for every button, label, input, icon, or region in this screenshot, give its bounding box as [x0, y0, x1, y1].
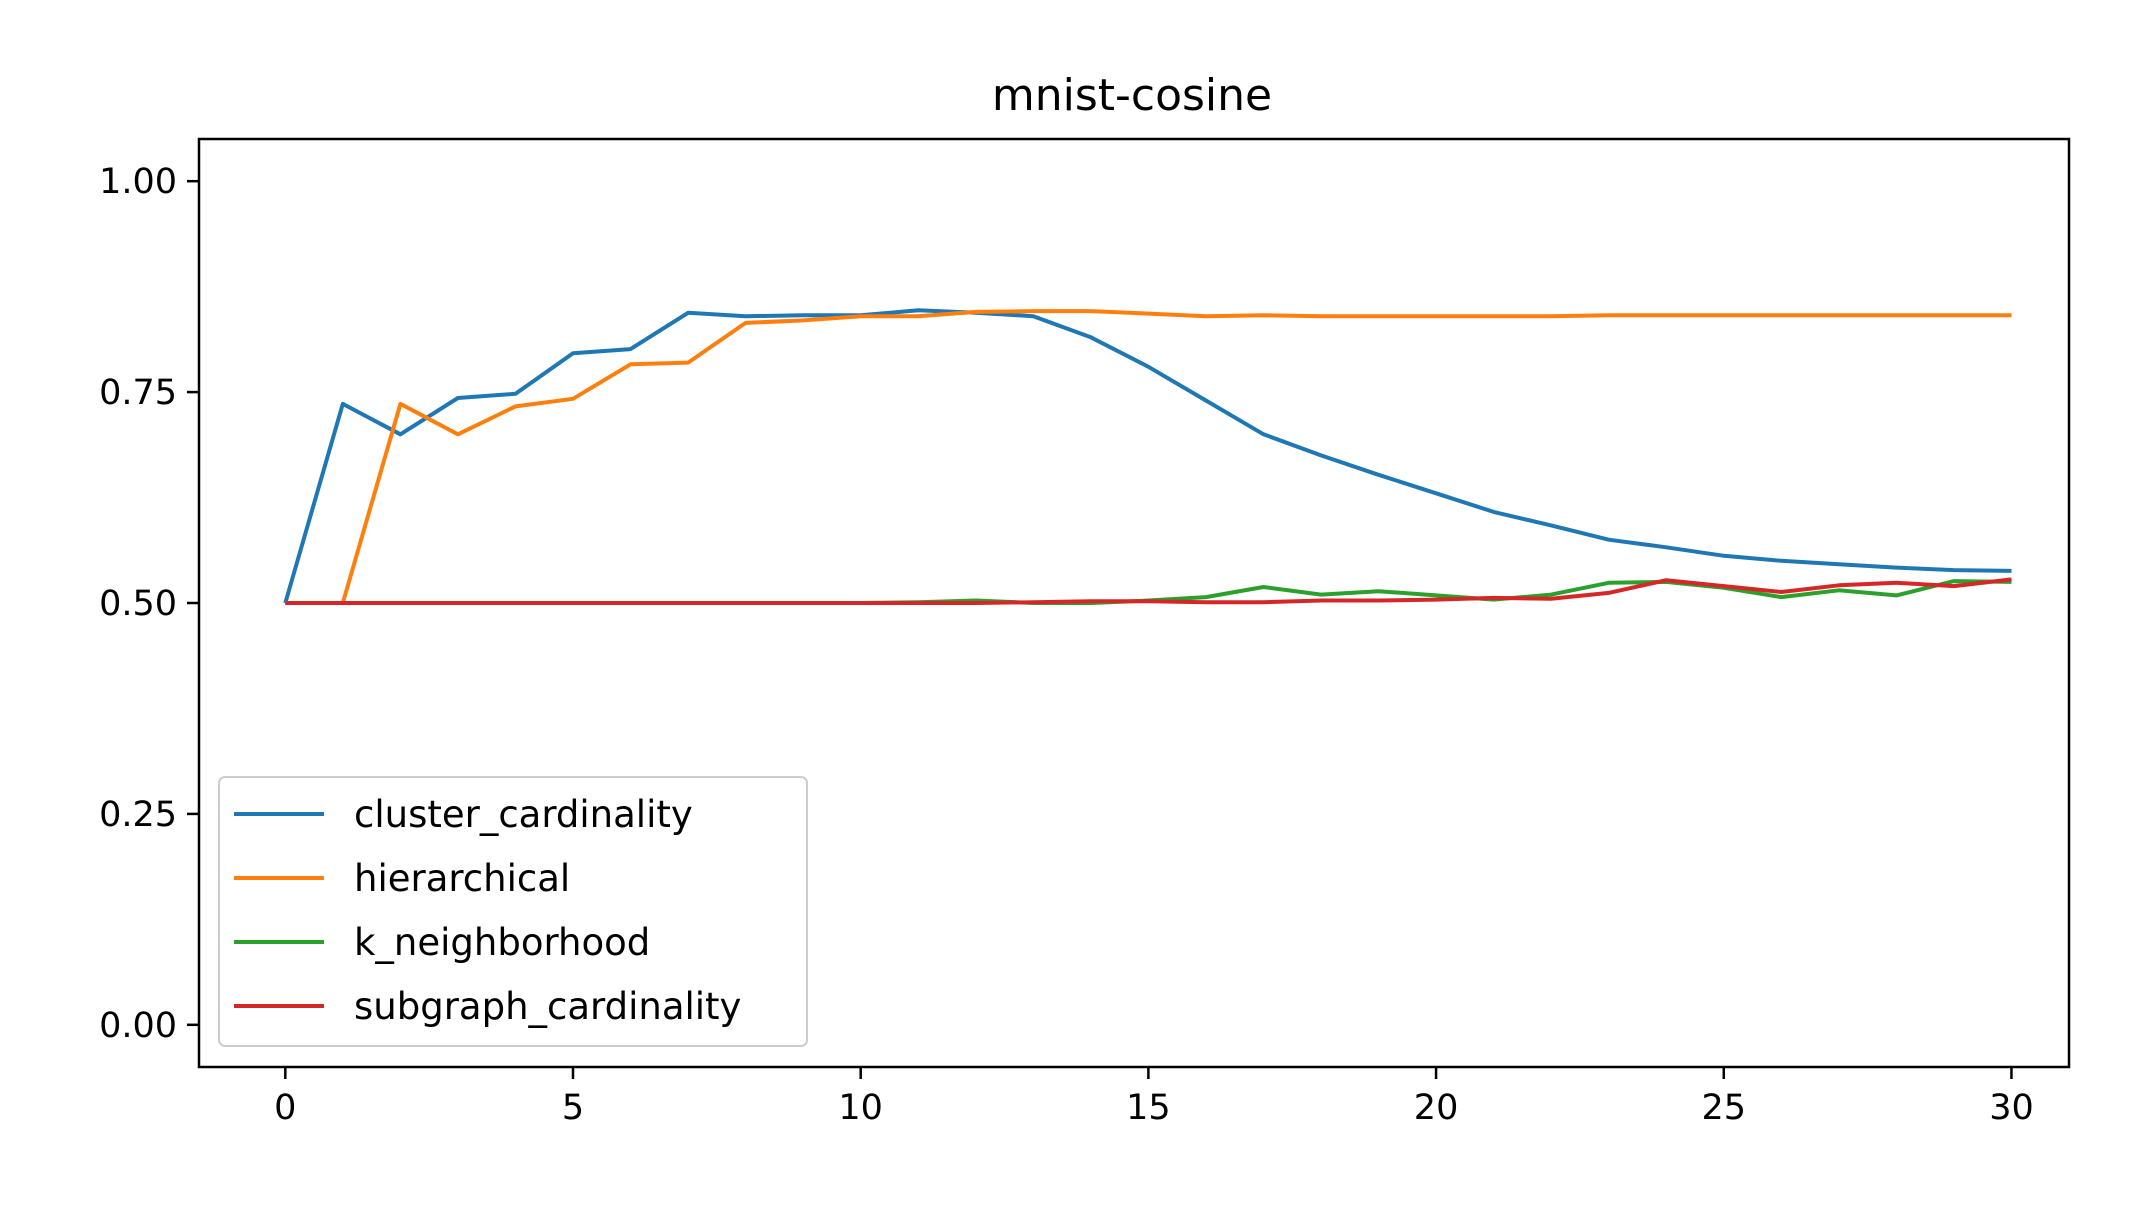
x-tick-label: 5: [562, 1088, 584, 1128]
legend-label-hierarchical: hierarchical: [354, 857, 570, 900]
x-tick-label: 15: [1126, 1088, 1171, 1128]
legend-label-k_neighborhood: k_neighborhood: [354, 921, 650, 964]
x-tick-label: 0: [274, 1088, 296, 1128]
legend: cluster_cardinality hierarchical k_neighbo…: [218, 776, 808, 1047]
y-tick-label: 0.50: [99, 584, 177, 624]
y-tick-label: 0.25: [99, 795, 177, 835]
legend-label-subgraph_cardinality: subgraph_cardinality: [354, 985, 741, 1028]
plot-area-frame: [197, 137, 2071, 1069]
legend-label-cluster_cardinality: cluster_cardinality: [354, 793, 693, 836]
legend-box: [218, 776, 808, 1047]
x-tick-label: 10: [838, 1088, 883, 1128]
x-tick-label: 20: [1414, 1088, 1459, 1128]
series-lines: [283, 308, 2012, 605]
series-line-cluster_cardinality: [283, 308, 2012, 604]
series-line-hierarchical: [285, 309, 2012, 605]
chart-title: mnist-cosine: [992, 70, 1272, 121]
x-tick-label: 30: [1989, 1088, 2034, 1128]
y-tick-label: 0.75: [99, 373, 177, 413]
y-tick-label: 0.00: [99, 1006, 177, 1046]
y-tick-label: 1.00: [99, 162, 177, 202]
axis-ticks: 0 5 10 15 20 25 30 0.00 0.25 0.50 0.75 1.00: [99, 162, 2034, 1128]
x-tick-label: 25: [1701, 1088, 1746, 1128]
series-line-subgraph_cardinality: [285, 577, 2012, 605]
